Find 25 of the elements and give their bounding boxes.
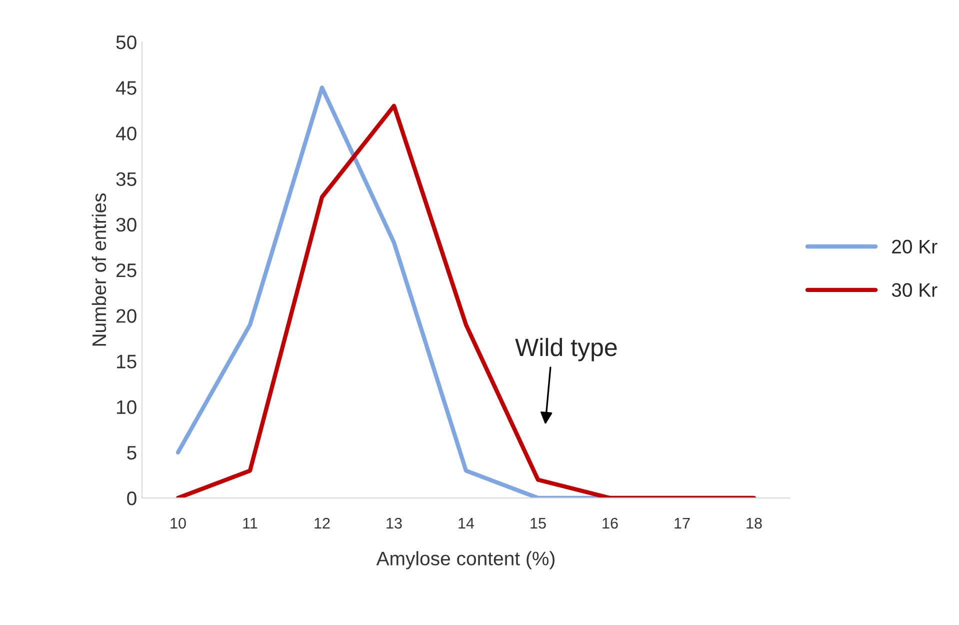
x-tick-label: 11 [243,518,258,529]
legend-label: 20 Kr [892,240,938,254]
y-tick-label: 5 [127,446,136,460]
x-tick-label: 18 [746,518,762,529]
x-tick-label: 16 [602,518,618,529]
y-tick-label: 35 [116,172,136,186]
x-axis-title: Amylose content (%) [376,551,554,570]
y-tick-label: 20 [116,309,136,323]
x-tick-label: 17 [674,518,690,529]
y-tick-label: 10 [116,400,136,414]
y-tick-label: 45 [116,81,136,95]
y-tick-label: 0 [127,491,136,506]
y-tick-label: 40 [116,126,136,140]
y-tick-label: 25 [116,263,136,278]
x-tick-label: 10 [170,518,186,529]
y-axis-title: Number of entries [92,193,106,346]
y-tick-label: 15 [116,354,136,368]
annotation: Wild type [515,338,617,362]
y-tick-label: 30 [116,218,136,232]
y-tick-label: 50 [116,35,136,50]
x-tick-label: 14 [458,518,474,529]
legend-label: 30 Kr [892,283,938,297]
x-tick-label: 12 [314,518,330,529]
x-tick-label: 15 [530,518,546,529]
x-tick-label: 13 [386,518,402,529]
